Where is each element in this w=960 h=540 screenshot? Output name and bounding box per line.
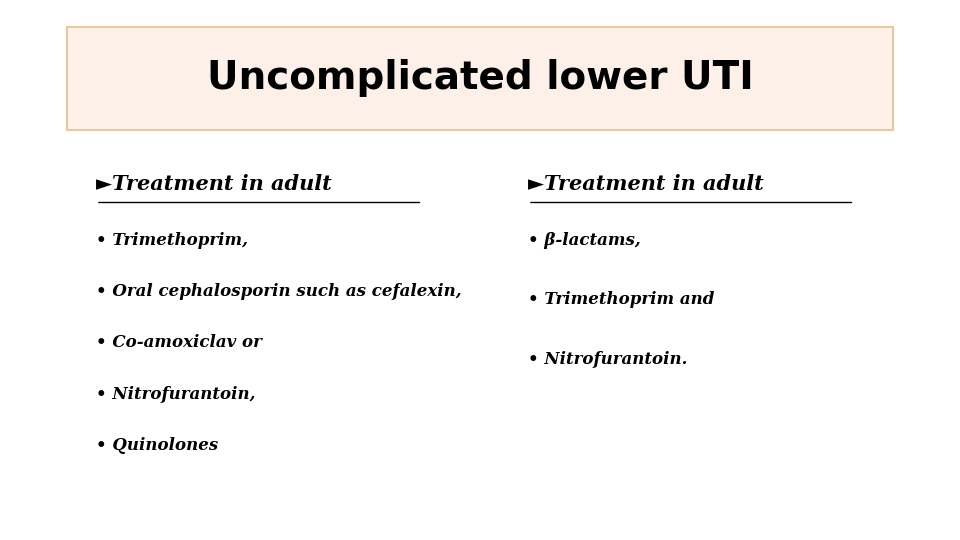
FancyBboxPatch shape <box>67 27 893 130</box>
Text: • Trimethoprim and: • Trimethoprim and <box>528 291 714 308</box>
Text: • Nitrofurantoin,: • Nitrofurantoin, <box>96 386 255 403</box>
Text: ►Treatment in adult: ►Treatment in adult <box>528 173 764 194</box>
Text: • β-lactams,: • β-lactams, <box>528 232 640 249</box>
Text: • Oral cephalosporin such as cefalexin,: • Oral cephalosporin such as cefalexin, <box>96 283 462 300</box>
Text: • Nitrofurantoin.: • Nitrofurantoin. <box>528 350 687 368</box>
Text: Uncomplicated lower UTI: Uncomplicated lower UTI <box>206 59 754 97</box>
Text: • Trimethoprim,: • Trimethoprim, <box>96 232 248 249</box>
Text: • Quinolones: • Quinolones <box>96 437 218 454</box>
Text: ►Treatment in adult: ►Treatment in adult <box>96 173 332 194</box>
Text: • Co-amoxiclav or: • Co-amoxiclav or <box>96 334 262 352</box>
